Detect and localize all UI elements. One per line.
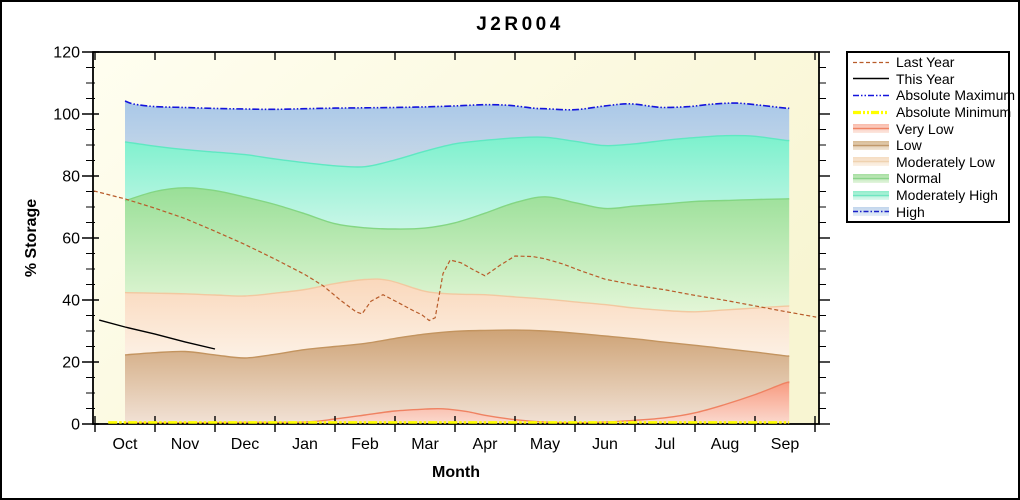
axes	[82, 51, 830, 432]
legend-label: Moderately High	[896, 187, 998, 204]
y-tick-label: 40	[62, 293, 80, 310]
legend-item-absolute-minimum: Absolute Minimum	[848, 104, 1012, 121]
x-tick-label: Feb	[351, 436, 379, 453]
legend-item-this-year: This Year	[848, 71, 1008, 88]
legend-label: Normal	[896, 170, 942, 187]
legend-label: Last Year	[896, 54, 955, 71]
y-tick-label: 60	[62, 231, 80, 248]
absolute-maximum-line-sample	[853, 94, 889, 97]
legend-label: Absolute Maximum	[896, 87, 1016, 104]
y-tick-label: 20	[62, 355, 80, 372]
band-moderately-low	[125, 279, 790, 359]
absolute-maximum-line	[124, 100, 790, 111]
legend-label: This Year	[896, 70, 955, 87]
band-edge-moderately-low	[124, 278, 790, 313]
y-tick-label: 80	[62, 169, 80, 186]
legend-label: Very Low	[896, 120, 954, 137]
storage-bands	[124, 101, 790, 424]
legend-item-absolute-maximum: Absolute Maximum	[848, 87, 1015, 104]
moderately-low-band-swatch	[853, 157, 889, 167]
x-tick-label: Jul	[655, 436, 675, 453]
absolute-minimum-line-sample	[853, 110, 889, 114]
legend-item-low: Low	[848, 137, 1008, 154]
band-edge-low	[124, 329, 790, 359]
tick-labels: 0 20 40 60 80 100 120 Oct Nov Dec Jan Feb Mar Apr May J…	[53, 45, 799, 454]
x-tick-label: May	[530, 436, 560, 453]
legend-item-normal: Normal	[848, 170, 1008, 187]
low-band-swatch	[853, 140, 889, 150]
x-tick-label: Jun	[592, 436, 618, 453]
x-tick-label: Apr	[473, 436, 499, 453]
band-edge-very-low	[125, 381, 790, 424]
this-year-line-sample	[853, 78, 889, 80]
legend-item-very-low: Very Low	[848, 120, 1008, 137]
legend-item-last-year: Last Year	[848, 54, 1008, 71]
band-very-low	[125, 382, 790, 424]
band-edge-normal	[124, 187, 790, 230]
x-tick-label: Mar	[411, 436, 439, 453]
x-tick-label: Aug	[711, 436, 739, 453]
x-tick-label: Jan	[292, 436, 318, 453]
band-low	[125, 330, 790, 423]
y-tick-label: 100	[53, 107, 80, 124]
last-year-line	[93, 190, 817, 322]
x-tick-label: Nov	[171, 436, 199, 453]
x-tick-label: Sep	[771, 436, 800, 453]
legend-label: Low	[896, 137, 922, 154]
legend-item-moderately-low: Moderately Low	[848, 154, 1008, 171]
legend-label: Absolute Minimum	[896, 104, 1012, 121]
legend-item-moderately-high: Moderately High	[848, 187, 1008, 204]
y-axis-title: % Storage	[23, 198, 40, 278]
x-tick-label: Oct	[113, 436, 138, 453]
normal-band-swatch	[853, 173, 889, 183]
chart-title: J2R004	[476, 14, 564, 35]
x-axis-title: Month	[432, 464, 480, 481]
last-year-line-sample	[853, 61, 889, 63]
legend: Last Year This Year Absolute Maximum Absolu…	[846, 51, 1015, 223]
high-band-swatch	[853, 207, 889, 217]
band-edge-moderately-high	[124, 134, 790, 168]
band-high	[125, 101, 790, 168]
y-tick-label: 120	[53, 45, 80, 62]
moderately-high-band-swatch	[853, 190, 889, 200]
legend-label: High	[896, 203, 925, 220]
legend-item-high: High	[848, 203, 1008, 220]
y-tick-label: 0	[71, 417, 80, 434]
x-tick-label: Dec	[231, 436, 259, 453]
band-normal	[125, 187, 790, 312]
legend-label: Moderately Low	[896, 153, 995, 170]
very-low-band-swatch	[853, 124, 889, 134]
this-year-line	[99, 319, 216, 350]
band-moderately-high	[125, 135, 790, 230]
